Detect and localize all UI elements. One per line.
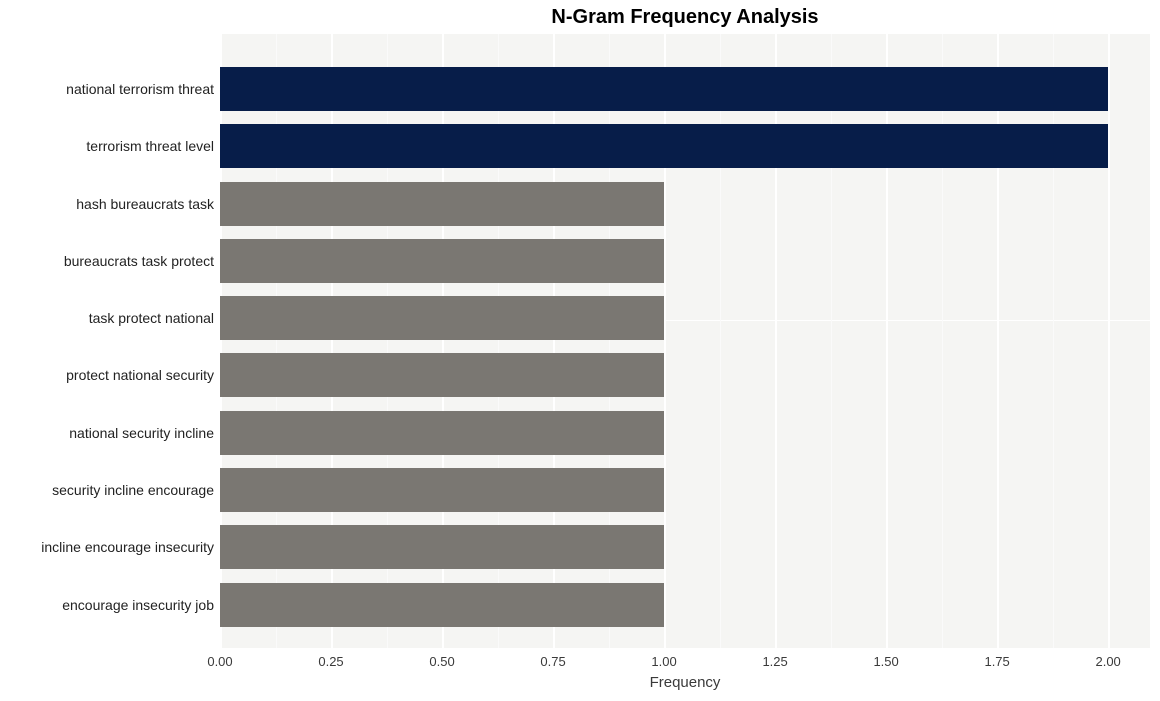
- x-tick-label: 0.25: [318, 654, 343, 669]
- y-axis-label: security incline encourage: [52, 482, 214, 498]
- y-axis-label: encourage insecurity job: [62, 597, 214, 613]
- bar: [220, 525, 664, 569]
- x-tick-label: 1.25: [762, 654, 787, 669]
- ngram-frequency-chart: N-Gram Frequency Analysis national terro…: [0, 0, 1160, 701]
- bar: [220, 67, 1108, 111]
- bar: [220, 182, 664, 226]
- y-axis-label: terrorism threat level: [86, 138, 214, 154]
- y-axis-label: national security incline: [69, 425, 214, 441]
- chart-title: N-Gram Frequency Analysis: [220, 6, 1150, 29]
- x-axis-title: Frequency: [220, 674, 1150, 691]
- y-axis-label: protect national security: [66, 367, 214, 383]
- y-axis-label: national terrorism threat: [66, 81, 214, 97]
- y-axis-label: incline encourage insecurity: [41, 539, 214, 555]
- x-tick-label: 2.00: [1095, 654, 1120, 669]
- y-axis-label: task protect national: [89, 310, 214, 326]
- x-tick-label: 1.75: [984, 654, 1009, 669]
- x-tick-label: 1.50: [873, 654, 898, 669]
- gridline-major: [1108, 34, 1110, 648]
- bar: [220, 124, 1108, 168]
- x-tick-label: 1.00: [651, 654, 676, 669]
- y-axis-label: bureaucrats task protect: [64, 253, 214, 269]
- bar: [220, 468, 664, 512]
- plot-area: [220, 34, 1150, 648]
- x-tick-label: 0.50: [429, 654, 454, 669]
- y-axis-label: hash bureaucrats task: [76, 196, 214, 212]
- x-tick-label: 0.75: [540, 654, 565, 669]
- bar: [220, 239, 664, 283]
- bar: [220, 353, 664, 397]
- bar: [220, 583, 664, 627]
- bar: [220, 296, 664, 340]
- x-tick-label: 0.00: [207, 654, 232, 669]
- bar: [220, 411, 664, 455]
